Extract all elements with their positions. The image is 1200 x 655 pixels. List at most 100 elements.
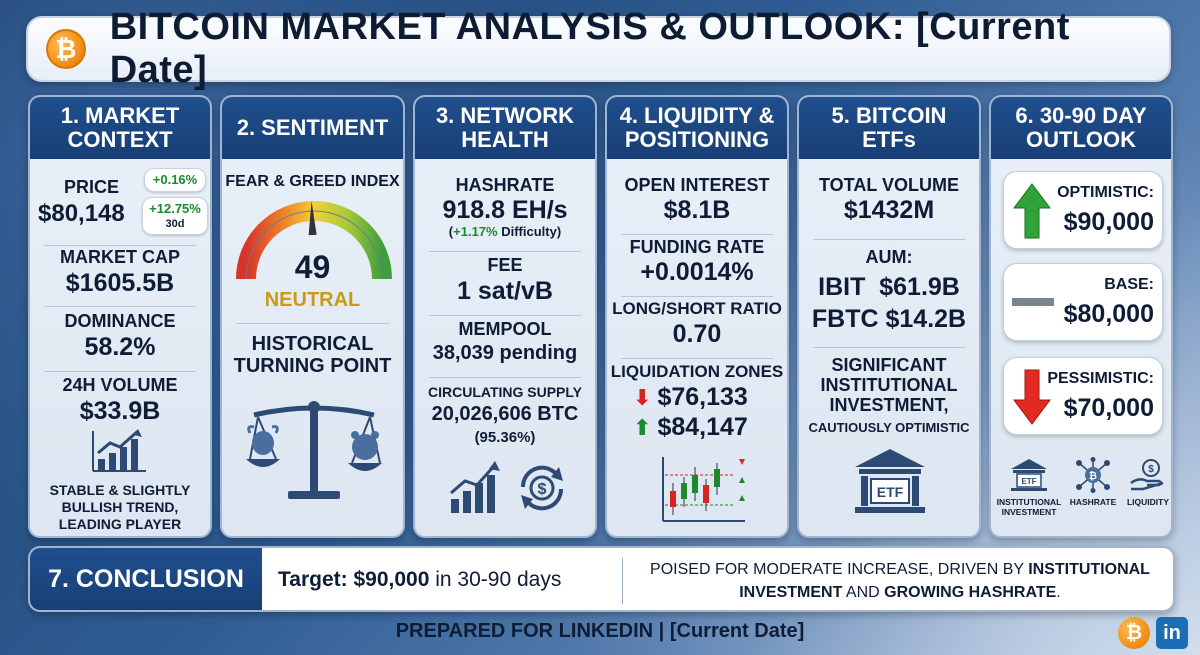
bar-chart-up-icon	[92, 429, 146, 472]
supply-label: CIRCULATING SUPPLY	[427, 384, 582, 400]
conclusion-target: Target: $90,000 in 30-90 days	[278, 568, 561, 592]
liquidation-zone-up: ⬆ $84,147	[633, 413, 748, 442]
panel-heading: 2. SENTIMENT	[222, 97, 403, 159]
change-30d-period: 30d	[165, 218, 185, 230]
panel-market-context: 1. MARKET CONTEXT PRICE $80,148 +0.16% +…	[28, 95, 212, 538]
etf-icon-text: ETF	[877, 484, 904, 500]
etf-volume-value: $1432M	[843, 196, 935, 224]
fear-greed-value: 49	[294, 249, 331, 285]
conclusion-text-part: .	[1056, 584, 1061, 601]
etf-bank-icon: ETF	[855, 449, 925, 513]
conclusion-text: POISED FOR MODERATE INCREASE, DRIVEN BY …	[630, 558, 1170, 604]
bull-bear-scale-icon	[246, 401, 382, 499]
aum-label: AUM:	[865, 247, 913, 267]
candlestick-chart-icon	[662, 457, 745, 522]
liquidation-zones-label: LIQUIDATION ZONES	[610, 362, 784, 381]
market-summary-line: BULLISH TREND,	[61, 499, 179, 515]
arrow-down-icon	[1013, 369, 1051, 425]
bank-icon: ETF	[1011, 459, 1047, 491]
etf-note: SIGNIFICANT INSTITUTIONAL INVESTMENT,	[799, 355, 979, 415]
scenario-value: $90,000	[1063, 208, 1154, 236]
driver-label-liquidity: LIQUIDITY	[1126, 497, 1170, 507]
bear-icon	[351, 431, 379, 460]
network-icon-symbol: ₿	[1089, 470, 1097, 482]
footer-text: PREPARED FOR LINKEDIN | [Current Date]	[395, 620, 805, 642]
scenario-pessimistic: PESSIMISTIC: $70,000	[1003, 357, 1163, 435]
scenario-label: BASE:	[1104, 276, 1154, 293]
etf-note-small: CAUTIOUSLY OPTIMISTIC	[808, 420, 970, 435]
volume-label: 24H VOLUME	[62, 375, 178, 395]
conclusion-heading: 7. CONCLUSION	[30, 548, 262, 610]
price-value: $80,148	[38, 200, 125, 227]
driver-label-hashrate: HASHRATE	[1069, 497, 1117, 507]
conclusion-bar: 7. CONCLUSION Target: $90,000 in 30-90 d…	[28, 546, 1175, 612]
target-suffix: in 30-90 days	[435, 568, 562, 591]
fear-greed-gauge	[236, 201, 392, 280]
scenario-optimistic: OPTIMISTIC: $90,000	[1003, 171, 1163, 249]
divider	[622, 558, 623, 604]
open-interest-value: $8.1B	[663, 196, 731, 224]
panel-liquidity: 4. LIQUIDITY & POSITIONING OPEN INTEREST…	[605, 95, 789, 538]
liquidation-zone-down: ⬇ $76,133	[633, 383, 748, 412]
arrow-down-icon: ⬇	[633, 384, 652, 410]
flat-line-icon	[1012, 298, 1054, 306]
open-interest-label: OPEN INTEREST	[624, 175, 770, 195]
change-30d-badge: +12.75% 30d	[142, 197, 208, 235]
price-label: PRICE	[64, 177, 120, 197]
etf-note-line: INVESTMENT,	[829, 395, 949, 415]
growth-chart-icon	[450, 461, 500, 513]
svg-text:$: $	[1148, 464, 1154, 475]
dominance-value: 58.2%	[84, 333, 156, 361]
change-30d-value: +12.75%	[149, 201, 201, 216]
market-cap-value: $1605.5B	[65, 269, 175, 297]
dollar-cycle-icon: $	[520, 465, 564, 511]
bitcoin-logo-icon: ₿	[1118, 617, 1150, 649]
panel-heading: 4. LIQUIDITY & POSITIONING	[607, 97, 787, 159]
supply-value: 20,026,606 BTC	[431, 403, 579, 425]
scenario-value: $70,000	[1063, 394, 1154, 422]
page-title: BITCOIN MARKET ANALYSIS & OUTLOOK: [Curr…	[109, 6, 1070, 91]
scenario-label: PESSIMISTIC:	[1047, 370, 1154, 387]
hashrate-value: 918.8 EH/s	[442, 196, 568, 224]
target-prefix: Target:	[278, 568, 348, 591]
hand-coin-icon: $	[1130, 459, 1164, 491]
svg-text:$: $	[538, 481, 547, 498]
bull-icon	[247, 425, 279, 455]
sentiment-note-line: TURNING POINT	[233, 355, 392, 377]
panel-sentiment: 2. SENTIMENT FEAR & GREED INDEX 49 NEUTR…	[220, 95, 405, 538]
fear-greed-class: NEUTRAL	[264, 289, 361, 311]
panel-heading: 3. NETWORK HEALTH	[415, 97, 595, 159]
sentiment-note: HISTORICAL TURNING POINT	[222, 333, 403, 377]
panel-outlook: 6. 30-90 DAY OUTLOOK OPTIMISTIC: $90,000…	[989, 95, 1173, 538]
mempool-label: MEMPOOL	[458, 319, 552, 339]
long-short-label: LONG/SHORT RATIO	[612, 299, 782, 318]
hashrate-label: HASHRATE	[455, 175, 555, 195]
panel-heading: 6. 30-90 DAY OUTLOOK	[991, 97, 1171, 159]
arrow-up-icon: ⬆	[633, 414, 652, 440]
market-summary-line: LEADING PLAYER	[58, 516, 182, 532]
conclusion-text-part: POISED FOR MODERATE INCREASE, DRIVEN BY	[650, 561, 1029, 578]
scenario-value: $80,000	[1063, 300, 1154, 328]
driver-label-line: INSTITUTIONAL	[996, 497, 1062, 507]
difficulty-change: (+1.17% Difficulty)	[448, 224, 562, 239]
title-bar: ₿ BITCOIN MARKET ANALYSIS & OUTLOOK: [Cu…	[26, 6, 1171, 91]
conclusion-text-bold: GROWING HASHRATE	[884, 584, 1057, 601]
panel-heading: 5. BITCOIN ETFs	[799, 97, 979, 159]
gauge-needle	[308, 201, 317, 236]
aum-fbtc: FBTC $14.2B	[811, 305, 967, 333]
panel-etfs: 5. BITCOIN ETFs TOTAL VOLUME $1432M AUM:…	[797, 95, 981, 538]
mempool-value: 38,039 pending	[432, 342, 578, 364]
aum-ibit: IBIT $61.9B	[818, 273, 960, 301]
fee-label: FEE	[487, 255, 523, 275]
conclusion-text-part: AND	[842, 584, 885, 601]
etf-note-line: INSTITUTIONAL	[820, 375, 958, 395]
market-summary-line: STABLE & SLIGHTLY	[49, 482, 191, 498]
liquidation-zone-up-value: $84,147	[657, 413, 748, 441]
market-summary: STABLE & SLIGHTLY BULLISH TREND, LEADING…	[30, 482, 210, 533]
sentiment-note-line: HISTORICAL	[251, 333, 374, 355]
dominance-label: DOMINANCE	[64, 311, 176, 331]
bank-icon-text: ETF	[1021, 477, 1036, 486]
conclusion-text-bold: INSTITUTIONAL INVESTMENT	[739, 561, 1150, 601]
target-value: $90,000	[353, 568, 430, 591]
driver-label-line: INVESTMENT	[1001, 507, 1057, 517]
